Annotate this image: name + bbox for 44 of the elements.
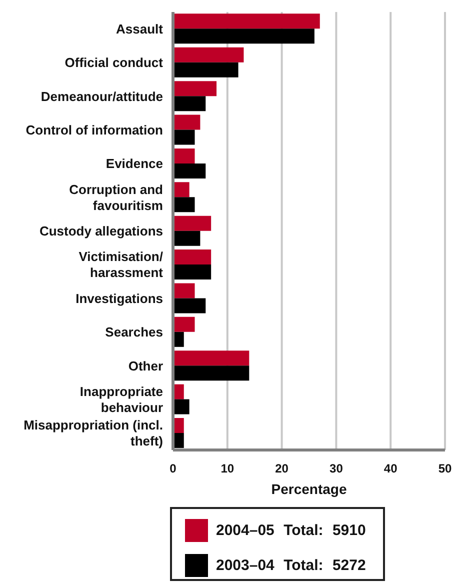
- bar: [173, 350, 250, 366]
- bar: [173, 130, 195, 145]
- bar: [173, 216, 212, 231]
- bar: [173, 182, 190, 198]
- bar: [173, 47, 244, 62]
- bar: [173, 366, 250, 381]
- bar: [173, 250, 212, 265]
- y-tick-label: Evidence: [106, 156, 163, 172]
- bar: [173, 197, 195, 212]
- y-tick-label: Misappropriation (incl. theft): [24, 418, 163, 449]
- y-tick-label: Assault: [116, 21, 164, 36]
- bar: [173, 230, 200, 246]
- bar: [173, 316, 195, 332]
- bar: [173, 96, 206, 112]
- y-tick-label: Inappropriate behaviour: [80, 384, 163, 416]
- x-tick-label: 40: [384, 462, 398, 476]
- bar: [173, 148, 195, 164]
- y-tick-label: Demeanour/attitude: [40, 88, 163, 104]
- bar: [173, 114, 200, 130]
- bar: [173, 163, 206, 178]
- y-tick-label: Other: [128, 358, 163, 374]
- legend-label: 2004–05 Total: 5910: [216, 522, 366, 538]
- bar: [173, 14, 320, 29]
- x-tick-label: 10: [220, 462, 234, 476]
- y-tick-label: Victimisation/harassment: [78, 249, 164, 280]
- y-tick-label: Custody allegations: [39, 224, 163, 239]
- bar: [173, 399, 190, 414]
- bar: [173, 62, 238, 78]
- x-tick-label: 30: [330, 462, 344, 476]
- bar: [173, 264, 212, 280]
- y-tick-label: Investigations: [76, 290, 163, 306]
- bar: [173, 283, 195, 298]
- y-tick-label: Corruption and favouritism: [69, 182, 164, 213]
- bar: [173, 28, 314, 44]
- x-axis-title: Percentage: [271, 481, 347, 497]
- bar: [173, 298, 206, 314]
- y-tick-label: Searches: [105, 324, 163, 340]
- bar: [173, 81, 217, 96]
- y-tick-label: Control of information: [26, 122, 164, 138]
- x-tick-label: 20: [275, 462, 289, 476]
- legend-label: 2003–04 Total: 5272: [216, 556, 366, 574]
- x-tick-label: 50: [438, 462, 452, 476]
- y-tick-label: Official conduct: [64, 55, 164, 70]
- x-tick-label: 0: [170, 462, 177, 476]
